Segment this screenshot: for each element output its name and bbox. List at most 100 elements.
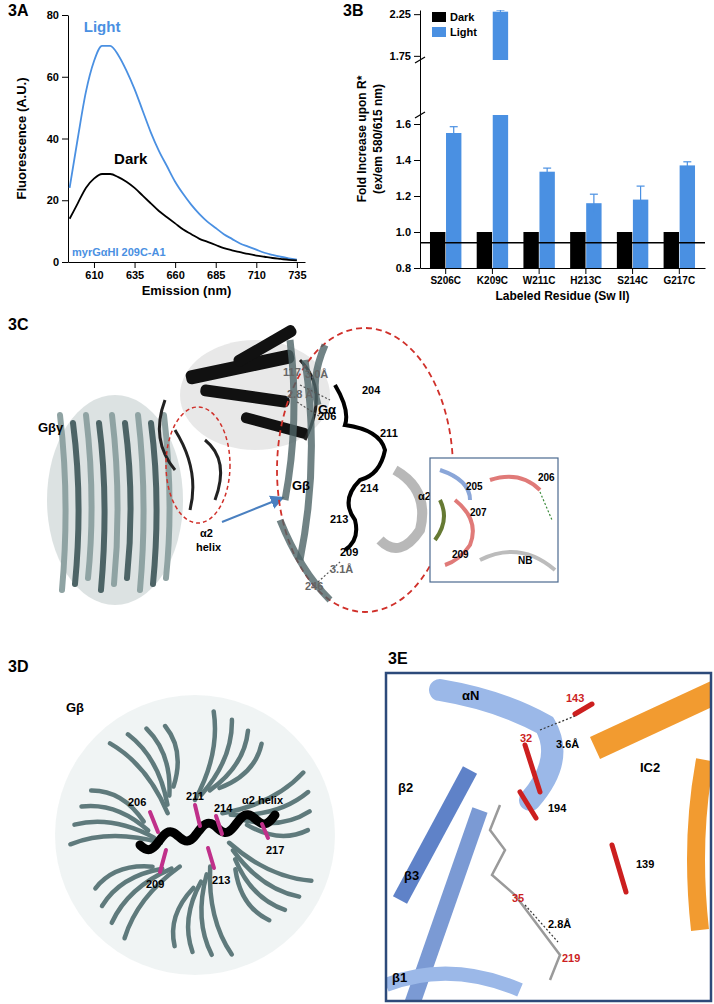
diagram-label: 3.0Å <box>305 368 328 380</box>
ga-loop <box>159 400 175 470</box>
tick-label: 1.75 <box>390 50 411 62</box>
error-bar-cap <box>450 126 458 127</box>
propeller-strand <box>70 836 161 844</box>
tick-label: 20 <box>47 194 59 206</box>
tick-label: S214C <box>617 275 648 286</box>
structure <box>386 690 711 1001</box>
tick-label: K209C <box>477 275 508 286</box>
propeller-body <box>55 695 335 975</box>
error-bar <box>683 162 691 169</box>
y-axis: 0.8 1.0 1.2 1.4 1.6 1.75 2.25 <box>390 8 421 274</box>
tick-label: 40 <box>47 133 59 145</box>
diagram-label: β1 <box>392 970 407 985</box>
error-bar-stem <box>547 168 548 175</box>
propeller-strand <box>222 773 303 814</box>
background <box>0 0 714 1004</box>
bar <box>523 232 538 268</box>
alpha2-helix <box>380 470 422 548</box>
x-axis: S206CK209CW211CH213CS214CG217C <box>421 268 706 286</box>
tick-mark <box>679 268 680 274</box>
tick-mark <box>256 262 257 268</box>
tick-mark <box>62 262 68 263</box>
diagram-label: 2.8 Å <box>287 388 313 400</box>
tick-mark <box>414 232 420 233</box>
diagram-label: 2.8Å <box>548 918 571 930</box>
tick: 1.4 <box>396 154 420 166</box>
tick-label: 1.2 <box>396 190 411 202</box>
bar <box>586 203 601 268</box>
gbg-blade <box>86 415 92 578</box>
tick-mark <box>175 262 176 268</box>
diagram-label: 35 <box>512 892 524 904</box>
error-bar <box>450 127 458 140</box>
propeller-strand <box>146 729 169 796</box>
tick-mark <box>62 200 68 201</box>
tick-mark <box>297 262 298 268</box>
tick: 0 <box>53 256 68 268</box>
line <box>70 174 297 260</box>
diagram-label: β2 <box>398 780 413 795</box>
reference-line <box>420 242 705 244</box>
tick-mark <box>94 262 95 268</box>
propeller-strand <box>82 806 149 831</box>
annotation: myrGαHI 209C-A1 <box>72 246 166 258</box>
tick-label: 1.0 <box>396 226 411 238</box>
gbg-body <box>47 395 183 605</box>
tick: 1.6 <box>396 118 420 130</box>
h-bond <box>540 716 575 730</box>
bar <box>430 232 445 268</box>
tick-label: 685 <box>207 269 225 281</box>
tick-mark <box>62 15 68 16</box>
y-axis-title: Fold Increase upon R* <box>355 75 369 202</box>
diagram-label: Gβ <box>66 700 84 715</box>
tick-label: 80 <box>47 9 59 21</box>
tick-mark <box>62 77 68 78</box>
tick: 1.0 <box>396 226 420 238</box>
diagram-label: αN <box>462 688 479 703</box>
tick-mark <box>414 14 420 15</box>
gb-strand <box>280 520 330 600</box>
panel-3c: 3CGαGβγα2helix1173.0Å2.8 Å204206211214α2… <box>8 316 558 612</box>
inset-label: 206 <box>538 472 555 483</box>
ga-loop <box>175 430 193 510</box>
tick: 610 <box>85 262 103 281</box>
error-bar-stem <box>453 127 454 140</box>
tick-label: 1.4 <box>396 154 412 166</box>
y-axis: 0 20 40 60 80 <box>47 9 69 268</box>
tick-label: H213C <box>570 275 601 286</box>
inset-strand <box>490 477 540 490</box>
tick-mark <box>216 262 217 268</box>
gbg-blade <box>125 423 131 578</box>
residue-stick <box>520 792 536 818</box>
diagram-label: 209 <box>146 878 164 890</box>
tick: 635 <box>126 262 144 281</box>
tick: 60 <box>47 71 68 83</box>
inset-strand <box>480 552 555 570</box>
tick: W211C <box>523 268 556 286</box>
residue-stick <box>575 704 592 714</box>
ic2-helix <box>696 760 705 930</box>
propeller-strand <box>235 859 285 910</box>
propeller-strand <box>247 825 308 836</box>
tick: 0.8 <box>396 262 420 274</box>
diagram-label: 32 <box>520 732 532 744</box>
plot-area <box>70 46 297 261</box>
y-axis-title: Fluorescence (A.U.) <box>14 77 29 199</box>
bar <box>493 12 508 268</box>
tick: 40 <box>47 133 68 145</box>
tick-mark <box>414 196 420 197</box>
tick-mark <box>62 139 68 140</box>
tick: 710 <box>248 262 266 281</box>
propeller-strand <box>112 869 172 923</box>
x-axis-title: Emission (nm) <box>142 283 232 298</box>
tick-label: 610 <box>85 269 103 281</box>
diagram-label: β3 <box>404 868 419 883</box>
tick: 1.75 <box>390 50 420 62</box>
tick-label: 0.8 <box>396 262 411 274</box>
diagram-label: 214 <box>360 482 379 494</box>
legend-label: Dark <box>450 11 475 23</box>
tick-mark <box>414 56 420 57</box>
tick: 2.25 <box>390 8 420 20</box>
tick: K209C <box>477 268 508 286</box>
diagram-label: Gβ <box>292 478 310 493</box>
